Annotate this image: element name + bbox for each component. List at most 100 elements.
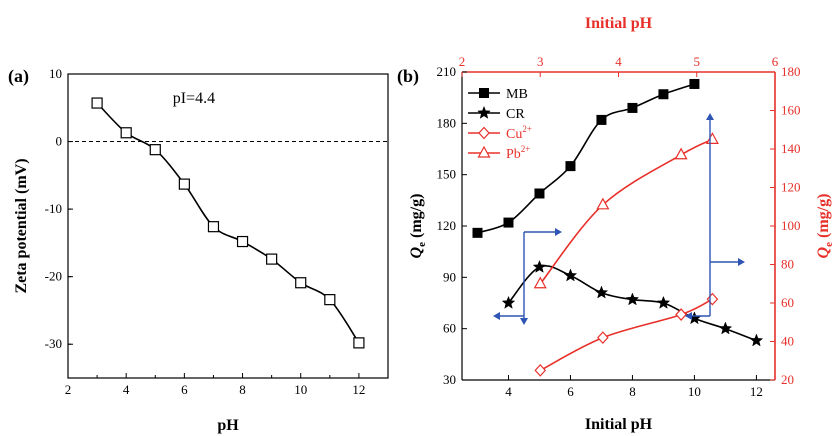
data-point-cr xyxy=(532,259,547,273)
y-tick-label: 120 xyxy=(437,218,457,233)
legend-marker-cr xyxy=(477,105,491,119)
arrowhead-left-right xyxy=(685,312,692,320)
x-tick-label: 8 xyxy=(239,382,246,397)
series-line-cu xyxy=(539,298,713,372)
right-y-axis-title-q: Q xyxy=(815,246,832,258)
right-y-tick-label: 40 xyxy=(781,334,794,349)
y-tick-label: 60 xyxy=(443,321,456,336)
y-tick-label: 150 xyxy=(437,167,457,182)
data-point-mb xyxy=(596,114,607,125)
x-tick-label: 10 xyxy=(294,382,307,397)
data-point-mb xyxy=(565,161,576,172)
x-axis-title: Initial pH xyxy=(585,416,653,433)
data-point-mb xyxy=(472,227,483,238)
arrowhead-right-left xyxy=(555,228,562,236)
data-point-cu xyxy=(675,308,687,321)
zeta-point xyxy=(353,337,365,349)
data-point-cr xyxy=(625,292,640,306)
panel-label-b: (b) xyxy=(397,66,419,87)
right-y-axis-title-sub: e xyxy=(823,242,835,247)
y-axis-title-q: Q xyxy=(408,246,425,258)
legend-label-cu: Cu2+ xyxy=(506,124,532,142)
y-axis-title-unit: (mg/g) xyxy=(408,194,425,242)
legend-label-pb: Pb2+ xyxy=(506,144,530,162)
zeta-point xyxy=(149,144,161,156)
data-point-cu xyxy=(597,331,609,345)
data-point-pb xyxy=(674,147,688,160)
y-tick-label: 0 xyxy=(56,134,63,149)
y-tick-label: 30 xyxy=(443,372,456,387)
y-tick-label: -10 xyxy=(45,201,62,216)
legend-label-sup: 2+ xyxy=(521,144,531,154)
top-x-axis-title: Initial pH xyxy=(585,15,653,32)
top-x-tick-label: 5 xyxy=(694,54,701,69)
data-point-mb xyxy=(689,78,700,89)
series-line-pb xyxy=(539,138,713,285)
data-point-cr xyxy=(718,321,733,335)
panel-a: 2 4 6 8 10 12 10 0 -10 -20 -30 pI=4.4 (a) pH Zeta pote… xyxy=(8,66,389,434)
arrowhead-left xyxy=(493,312,500,320)
zeta-point xyxy=(295,277,307,289)
y-axis-title: Qe (mg/g) xyxy=(408,194,428,259)
right-y-axis-title-unit: (mg/g) xyxy=(815,194,832,242)
top-x-tick-label: 6 xyxy=(772,54,779,69)
x-tick-label: 6 xyxy=(181,382,188,397)
panel-label-a: (a) xyxy=(8,66,29,87)
right-y-tick-label: 180 xyxy=(781,64,801,79)
data-point-pb xyxy=(596,197,610,210)
data-point-mb xyxy=(503,217,514,228)
zeta-point xyxy=(236,235,249,248)
legend-marker-mb xyxy=(479,88,489,98)
x-tick-label: 4 xyxy=(123,382,130,397)
data-point-mb xyxy=(658,89,669,100)
right-y-axis-title: Qe (mg/g) xyxy=(815,194,835,259)
zeta-point xyxy=(178,178,190,190)
x-tick-label: 4 xyxy=(505,384,512,399)
x-tick-label: 12 xyxy=(750,384,763,399)
legend-label-sup: 2+ xyxy=(522,124,532,134)
legend-marker-cu xyxy=(478,126,490,140)
right-y-tick-label: 60 xyxy=(781,295,794,310)
axis-indicator-arrows xyxy=(493,113,745,325)
pi-annotation: pI=4.4 xyxy=(173,90,215,107)
x-tick-label: 8 xyxy=(629,384,636,399)
x-tick-label: 12 xyxy=(352,382,365,397)
data-point-cr xyxy=(501,295,516,309)
data-point-cr xyxy=(563,268,578,282)
legend-label-mb: MB xyxy=(506,87,528,102)
arrowhead-down xyxy=(520,318,528,325)
plot-frame xyxy=(67,73,389,379)
right-y-tick-label: 100 xyxy=(781,218,801,233)
y-tick-label: -20 xyxy=(45,269,62,284)
data-point-pb xyxy=(533,276,547,289)
right-y-tick-label: 20 xyxy=(781,372,794,387)
x-tick-label: 10 xyxy=(688,384,701,399)
y-axis-title-sub: e xyxy=(416,242,428,247)
zeta-point xyxy=(91,97,103,109)
zeta-point xyxy=(266,253,278,265)
y-tick-label: 90 xyxy=(443,269,456,284)
top-x-tick-label: 3 xyxy=(537,54,544,69)
y-tick-label: -30 xyxy=(45,336,62,351)
zeta-point xyxy=(207,221,220,233)
right-y-tick-label: 120 xyxy=(781,180,801,195)
zeta-curve xyxy=(96,102,360,344)
arrowhead-right xyxy=(738,258,745,266)
right-y-tick-label: 80 xyxy=(781,257,794,272)
data-point-cu xyxy=(534,363,547,377)
data-point-mb xyxy=(627,102,638,113)
legend-label-cr: CR xyxy=(506,107,525,122)
data-point-mb xyxy=(534,188,545,199)
data-point-cu xyxy=(706,292,719,306)
arrowhead-up xyxy=(706,113,714,120)
right-y-tick-label: 160 xyxy=(781,103,801,118)
top-x-tick-label: 2 xyxy=(459,54,466,69)
x-axis-title: pH xyxy=(217,417,239,434)
data-point-cr xyxy=(594,285,609,299)
y-tick-label: 180 xyxy=(437,115,457,130)
data-point-cr xyxy=(656,295,671,309)
zeta-point xyxy=(324,294,336,306)
y-tick-label: 10 xyxy=(49,66,62,81)
